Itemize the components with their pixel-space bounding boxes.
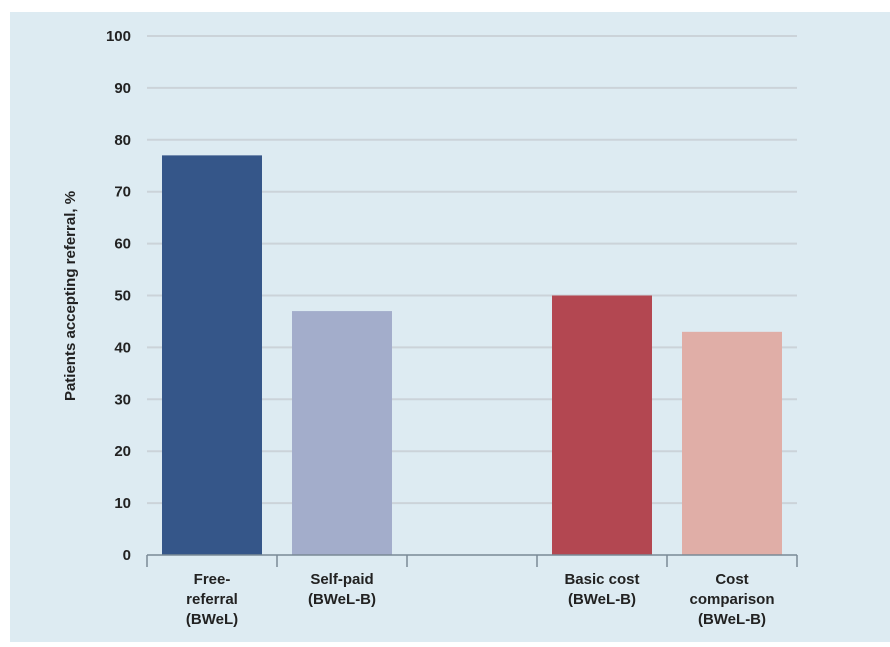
y-axis-label: Patients accepting referral, % <box>62 191 79 401</box>
y-tick-labels: 0 10 20 30 40 50 60 70 80 90 100 <box>106 28 131 564</box>
x-tick-label: Self-paid (BWeL-B) <box>308 571 376 608</box>
bar <box>292 311 392 555</box>
y-tick-label: 80 <box>114 132 131 149</box>
y-tick-label: 50 <box>114 288 131 305</box>
x-tick-label: Cost comparison (BWeL-B) <box>689 571 774 628</box>
x-tick-labels: Free-referral (BWeL) Self-paid (BWeL-B) Basi… <box>186 571 775 628</box>
bars <box>162 155 782 555</box>
y-tick-label: 60 <box>114 236 131 253</box>
x-axis <box>146 554 798 567</box>
y-tick-label: 10 <box>114 495 131 512</box>
bar <box>552 295 652 555</box>
y-tick-label: 70 <box>114 184 131 201</box>
y-tick-label: 30 <box>114 391 131 408</box>
y-tick-label: 100 <box>106 28 131 45</box>
y-tick-label: 0 <box>123 547 131 564</box>
y-tick-label: 40 <box>114 339 131 356</box>
x-tick-label: Basic cost (BWeL-B) <box>564 571 639 608</box>
x-tick-label: Free-referral (BWeL) <box>186 571 238 628</box>
y-tick-label: 90 <box>114 80 131 97</box>
bar <box>682 331 782 555</box>
y-tick-label: 20 <box>114 443 131 460</box>
bar <box>162 155 262 555</box>
